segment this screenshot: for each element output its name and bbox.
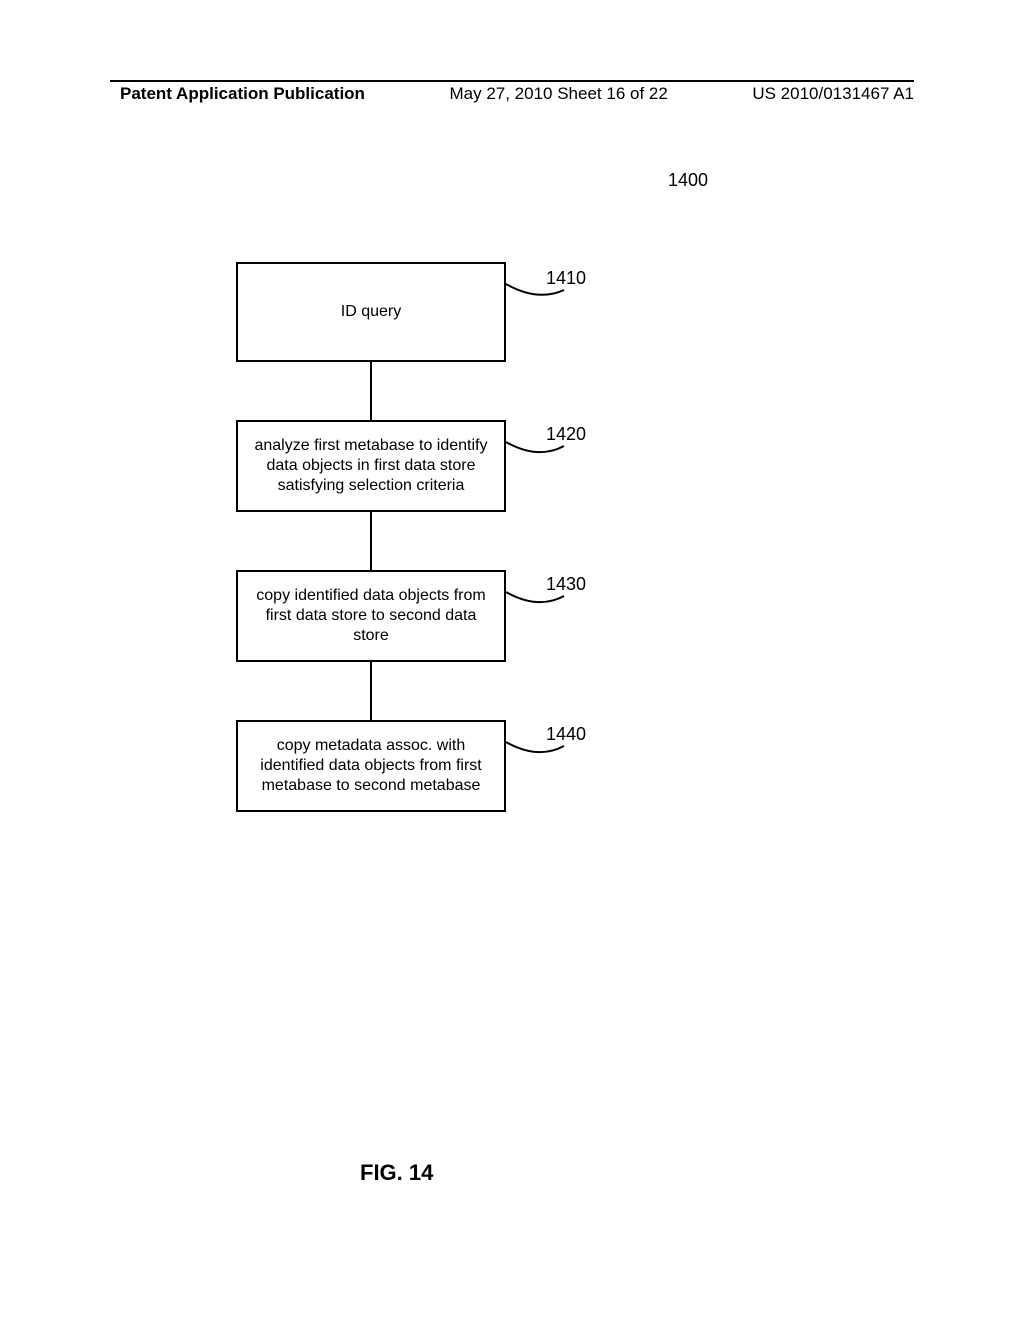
leader-1410 xyxy=(502,280,568,314)
header-right: US 2010/0131467 A1 xyxy=(752,84,914,104)
flow-box-text: copy metadata assoc. with identified dat… xyxy=(248,736,494,796)
header-middle: May 27, 2010 Sheet 16 of 22 xyxy=(449,84,667,104)
flow-box-b1: ID query xyxy=(236,262,506,362)
header-left: Patent Application Publication xyxy=(120,84,365,104)
figure-ref-main: 1400 xyxy=(668,170,708,191)
page-header: Patent Application Publication May 27, 2… xyxy=(0,80,1024,104)
page: Patent Application Publication May 27, 2… xyxy=(0,0,1024,1320)
header-row: Patent Application Publication May 27, 2… xyxy=(0,82,1024,104)
leader-1420 xyxy=(502,438,568,470)
flow-box-b2: analyze first metabase to identify data … xyxy=(236,420,506,512)
leader-1430 xyxy=(502,588,568,620)
flow-box-b3: copy identified data objects from first … xyxy=(236,570,506,662)
flow-box-text: copy identified data objects from first … xyxy=(248,586,494,646)
connector-b1-b2 xyxy=(370,362,372,420)
flow-box-text: ID query xyxy=(341,302,401,322)
connector-b3-b4 xyxy=(370,662,372,720)
flow-box-text: analyze first metabase to identify data … xyxy=(248,436,494,496)
flow-box-b4: copy metadata assoc. with identified dat… xyxy=(236,720,506,812)
figure-caption: FIG. 14 xyxy=(360,1160,433,1186)
connector-b2-b3 xyxy=(370,512,372,570)
leader-1440 xyxy=(502,738,568,770)
